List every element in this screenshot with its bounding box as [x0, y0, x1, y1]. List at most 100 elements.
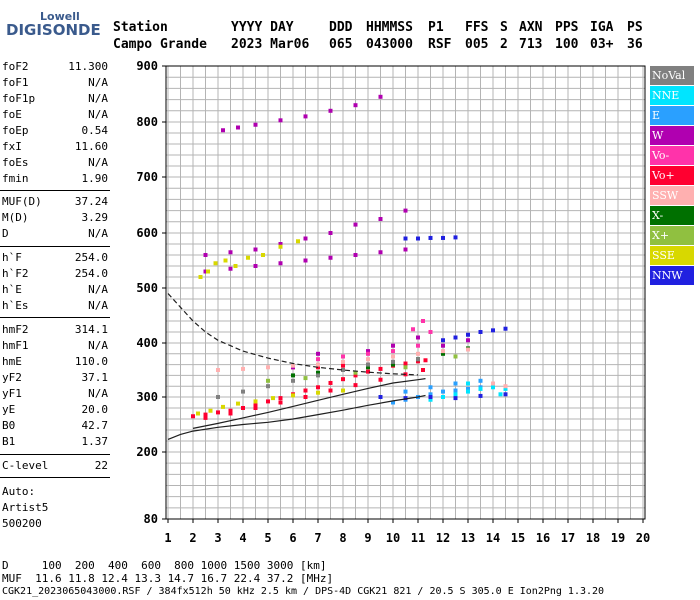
echo-point [303, 376, 308, 381]
param-value: 20.0 [81, 403, 109, 416]
echo-point [478, 378, 483, 383]
y-tick-label: 300 [136, 390, 158, 404]
echo-point [316, 357, 320, 362]
echo-point [316, 373, 320, 378]
echo-point [203, 269, 208, 274]
y-tick-label: 400 [136, 336, 158, 350]
y-tick-label: 500 [136, 281, 158, 295]
echo-point [378, 366, 383, 371]
param-name: foE [2, 108, 22, 121]
legend-item: NNE [650, 86, 694, 105]
param-value: N/A [88, 92, 108, 105]
echo-point [441, 395, 445, 399]
legend-item: E [650, 106, 694, 125]
echo-point [216, 368, 220, 372]
echo-point [341, 359, 345, 364]
echo-point [223, 258, 228, 263]
divider [0, 317, 110, 318]
echo-point [353, 103, 358, 108]
param-value: 254.0 [74, 267, 108, 280]
echo-point [403, 361, 408, 366]
param-row: foF2 11.300 [2, 60, 108, 75]
param-row: yF2 37.1 [2, 371, 108, 386]
param-value: 42.7 [81, 419, 109, 432]
param-name: h`E [2, 283, 22, 296]
legend-item: Vo+ [650, 166, 694, 185]
param-name: C-level [2, 459, 49, 472]
echo-point [428, 395, 433, 399]
param-row: foEs N/A [2, 156, 108, 171]
echo-point [316, 370, 320, 375]
echo-point [196, 411, 200, 416]
echo-point [221, 128, 225, 133]
header-value-time: 043000 [366, 37, 413, 52]
plot-frame [165, 65, 646, 520]
echo-point [341, 368, 345, 372]
echo-point [378, 250, 383, 255]
param-value: N/A [88, 299, 108, 312]
chart-grid [166, 65, 645, 520]
header-value-pps: 100 [555, 37, 579, 52]
y-tick-label: 800 [136, 115, 158, 129]
echo-point [233, 264, 238, 268]
echo-point [423, 358, 428, 363]
echo-point [453, 235, 458, 240]
echo-point [416, 335, 420, 340]
echo-point [266, 365, 270, 370]
echo-point [366, 357, 370, 362]
echo-point [391, 349, 395, 354]
echo-point [203, 253, 208, 257]
x-tick-label: 15 [511, 531, 525, 545]
chart-axes: 1 2 3 4 5 6 7 8 9 10 11 12 13 14 15 16 17 18 19 20802003004… [136, 59, 650, 545]
header-value-ps: 36 [627, 37, 643, 52]
x-tick-label: 8 [339, 531, 346, 545]
echo-point [341, 363, 345, 368]
echo-point [341, 388, 345, 393]
auto-version: 500200 [2, 517, 42, 530]
param-value: 22 [94, 459, 108, 472]
echo-point [421, 319, 425, 323]
param-value: 1.37 [81, 435, 109, 448]
header-label-doy: DDD [329, 20, 353, 35]
echo-point [278, 400, 283, 405]
auto-program: Artist5 [2, 501, 49, 514]
param-row: h`F2 254.0 [2, 267, 108, 282]
echo-point [191, 414, 195, 419]
header-label-iga: IGA [590, 20, 614, 35]
param-name: B0 [2, 419, 16, 432]
x-tick-label: 1 [164, 531, 171, 545]
param-value: 314.1 [74, 323, 108, 336]
echo-point [366, 362, 370, 367]
echo-point [291, 363, 295, 368]
echo-point [416, 236, 420, 241]
param-row: foF1 N/A [2, 76, 108, 91]
param-row: B1 1.37 [2, 435, 108, 450]
param-name: yF1 [2, 387, 22, 400]
echo-point [441, 389, 445, 394]
echo-point [391, 362, 395, 367]
echo-point [428, 397, 433, 402]
echo-point [228, 411, 233, 416]
param-row: foF1p N/A [2, 92, 108, 107]
header-label-s: S [500, 20, 508, 35]
echo-point [416, 357, 420, 362]
param-row: hmF2 314.1 [2, 323, 108, 338]
echo-point [503, 384, 508, 389]
legend-item: X+ [650, 226, 694, 245]
echo-point [453, 354, 458, 359]
echo-point [278, 261, 283, 266]
param-value: 110.0 [74, 355, 108, 368]
param-name: foF1p [2, 92, 36, 105]
header-label-date: YYYY DAY [231, 20, 294, 35]
echo-point [403, 389, 408, 394]
echo-point [453, 381, 458, 386]
header-value-s: 2 [500, 37, 508, 52]
echo-point [453, 392, 458, 397]
echo-point [253, 247, 258, 252]
x-tick-label: 12 [436, 531, 450, 545]
echo-point [411, 327, 415, 332]
legend-item: Vo- [650, 146, 694, 165]
x-tick-label: 2 [189, 531, 196, 545]
echo-point [303, 236, 308, 241]
